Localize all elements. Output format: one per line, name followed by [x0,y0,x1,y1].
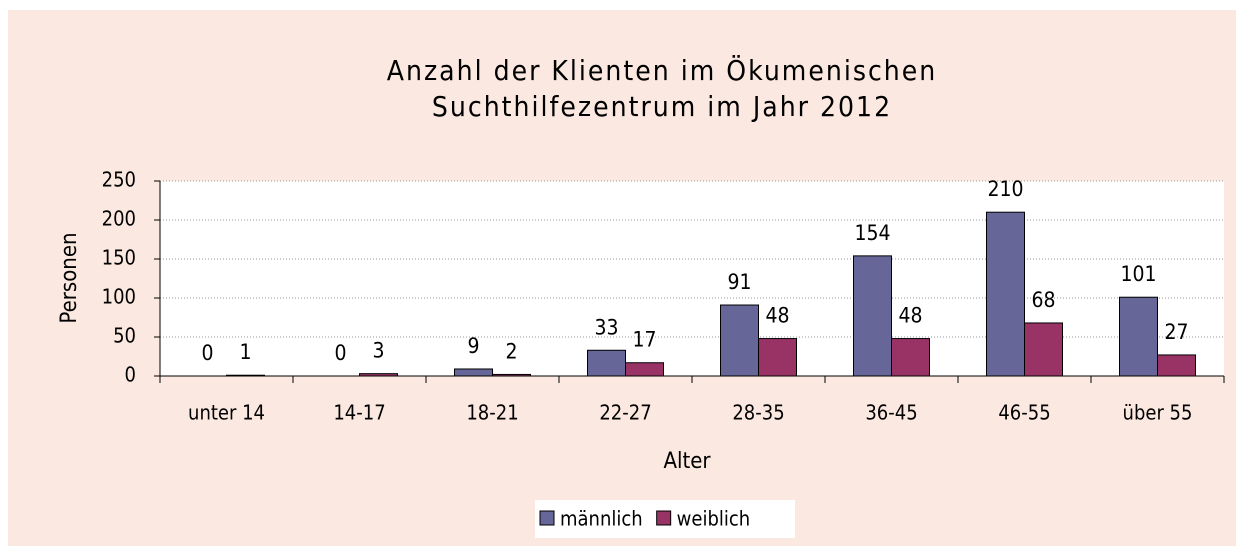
legend-label: männlich [560,507,643,531]
x-tick-label: 36-45 [865,401,917,425]
data-label: 210 [987,177,1023,201]
chart-title: Anzahl der Klienten im Ökumenischen [387,53,937,87]
data-label: 27 [1164,320,1188,344]
x-tick-label: 18-21 [466,401,518,425]
x-tick-label: über 55 [1123,401,1193,425]
data-label: 2 [505,339,517,363]
bar [359,373,398,377]
y-tick-label: 0 [125,363,136,387]
data-label: 48 [898,304,922,328]
bar [587,349,626,377]
plot-area [160,181,1224,376]
x-tick-label: unter 14 [188,401,265,425]
data-label: 0 [201,341,213,365]
data-label: 0 [334,341,346,365]
x-tick-label: 22-27 [599,401,651,425]
data-label: 154 [854,221,890,245]
bar [891,338,930,377]
bar [492,373,531,377]
data-label: 3 [372,339,384,363]
data-label: 1 [239,340,251,364]
data-label: 91 [727,270,751,294]
legend-swatch [656,510,672,526]
y-tick-label: 250 [102,168,136,192]
x-axis-label: Alter [663,449,711,474]
bar [758,338,797,377]
x-tick-label: 28-35 [732,401,784,425]
data-label: 17 [632,328,656,352]
y-tick-label: 100 [102,285,136,309]
bar [1157,354,1196,377]
data-label: 33 [594,315,618,339]
y-tick-label: 50 [113,324,136,348]
data-label: 68 [1031,288,1055,312]
bar [454,368,493,377]
y-axis-label: Personen [57,232,82,323]
bar [720,304,759,377]
bar [853,255,892,377]
bar [226,374,265,377]
data-label: 9 [467,334,479,358]
legend-swatch [539,510,555,526]
x-tick-label: 14-17 [333,401,385,425]
legend-label: weiblich [677,507,751,531]
data-label: 101 [1120,262,1156,286]
bar [1119,296,1158,377]
bar [1024,322,1063,377]
bar [986,211,1025,377]
x-tick-label: 46-55 [998,401,1050,425]
y-tick-label: 200 [102,207,136,231]
bar [625,362,664,377]
data-label: 48 [765,304,789,328]
chart-title: Suchthilfezentrum im Jahr 2012 [432,90,892,123]
y-tick-label: 150 [102,246,136,270]
